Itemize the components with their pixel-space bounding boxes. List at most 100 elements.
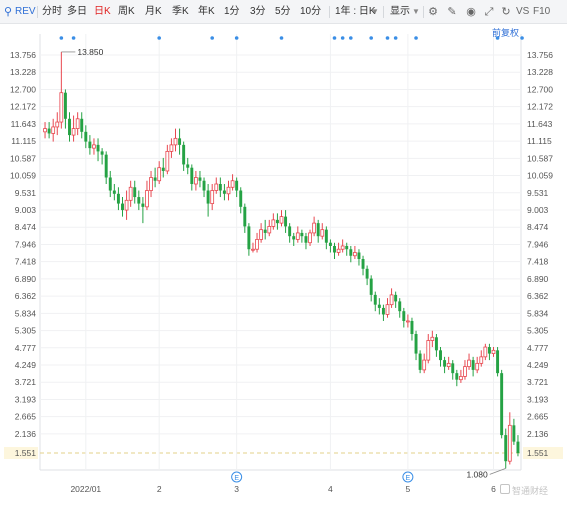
candle-body	[271, 219, 276, 227]
y-tick-label-left: 2.665	[15, 412, 37, 422]
candlestick-chart[interactable]: 13.756 13.756 13.228 13.228 12.700 12.700 12.1…	[0, 24, 567, 500]
candle-body	[328, 242, 332, 246]
candle-body	[194, 177, 198, 185]
candle-body	[275, 219, 279, 224]
fuquan-label[interactable]: 前复权	[492, 28, 520, 38]
x-tick-label: 6	[491, 484, 496, 494]
candle-body	[178, 138, 182, 145]
candle-body	[308, 232, 312, 244]
tab-quarterly-k[interactable]: 季K	[172, 6, 189, 17]
divider	[37, 6, 38, 18]
camera-icon[interactable]: ◉	[466, 6, 476, 18]
y-tick-label-left: 8.474	[15, 222, 37, 232]
candle-body	[459, 376, 463, 381]
x-tick-label: 3	[234, 484, 239, 494]
display-menu[interactable]: 显示	[390, 6, 410, 17]
divider	[383, 6, 384, 18]
max-price-label: 13.850	[77, 47, 103, 57]
y-tick-label-right: 4.777	[527, 343, 549, 353]
y-tick-label-left: 11.643	[11, 119, 37, 129]
candle-body	[255, 239, 259, 250]
candle-body	[137, 197, 141, 204]
event-dot-marker	[279, 36, 284, 40]
candle-body	[365, 268, 369, 279]
candle-body	[235, 180, 239, 191]
last-price-tag-right	[523, 447, 563, 460]
fullscreen-icon[interactable]: ⤢	[484, 6, 494, 18]
candle-body	[357, 252, 361, 260]
candle-body	[333, 245, 336, 253]
y-tick-label-left: 5.834	[15, 308, 37, 318]
candle-body	[443, 360, 447, 367]
candle-body	[108, 177, 112, 191]
y-tick-label-left: 9.531	[15, 188, 37, 198]
tab-1min[interactable]: 1分	[224, 6, 240, 17]
tab-daily-k[interactable]: 日K	[94, 6, 111, 17]
tab-weekly-k[interactable]: 周K	[118, 6, 135, 17]
candle-body	[47, 128, 51, 134]
candle-body	[128, 186, 133, 201]
y-tick-label-right: 3.193	[527, 394, 549, 404]
candle-body	[112, 190, 116, 194]
candle-body	[398, 301, 402, 312]
tab-duori[interactable]: 多日	[67, 6, 87, 17]
y-tick-label-left: 13.228	[10, 67, 36, 77]
candle-body	[300, 232, 304, 237]
tab-fenshi[interactable]: 分时	[42, 6, 62, 17]
candle-body	[100, 151, 104, 155]
y-tick-label-left: 4.249	[15, 360, 37, 370]
refresh-icon[interactable]: ↻	[501, 6, 511, 18]
tab-3min[interactable]: 3分	[250, 6, 266, 17]
vs-button[interactable]: VS	[516, 6, 530, 17]
tab-5min[interactable]: 5分	[275, 6, 291, 17]
y-tick-label-left: 2.136	[15, 429, 37, 439]
candle-body	[304, 236, 308, 243]
x-tick-label: 4	[328, 484, 333, 494]
candle-body	[68, 118, 71, 136]
x-tick-label: 2	[157, 484, 162, 494]
y-tick-label-right: 13.756	[527, 50, 553, 60]
candle-body	[500, 373, 504, 436]
settings-icon[interactable]: ⚙	[428, 6, 438, 18]
event-dot-marker	[349, 36, 353, 40]
symbol-label[interactable]: REV	[15, 6, 36, 17]
event-dot-marker	[414, 36, 418, 40]
search-icon[interactable]: ⚲	[3, 6, 13, 18]
earnings-marker-glyph: E	[234, 475, 239, 482]
candle-body	[71, 128, 76, 136]
candle-body	[430, 336, 435, 341]
range-select[interactable]: 1年 : 日K	[335, 6, 376, 17]
candle-body	[414, 334, 418, 354]
y-tick-label-right: 10.587	[527, 153, 553, 163]
candle-body	[507, 424, 512, 462]
chevron-down-icon[interactable]: ▼	[371, 7, 379, 16]
candle-body	[487, 347, 491, 354]
draw-tool-icon[interactable]: ✎	[447, 6, 457, 18]
f10-button[interactable]: F10	[533, 6, 551, 17]
candle-body	[173, 137, 178, 146]
divider	[329, 6, 330, 18]
y-tick-label-left: 3.721	[15, 377, 37, 387]
candle-body	[369, 278, 373, 295]
y-tick-label-right: 11.115	[527, 136, 552, 146]
candle-body	[59, 92, 64, 123]
tab-10min[interactable]: 10分	[300, 6, 322, 17]
chart-svg[interactable]: 13.756 13.756 13.228 13.228 12.700 12.700 12.1…	[0, 24, 567, 500]
last-price-tag-left	[4, 447, 38, 460]
candle-body	[214, 183, 219, 191]
candle-body	[116, 193, 120, 204]
y-tick-label-right: 8.474	[527, 222, 549, 232]
candle-body	[104, 154, 108, 178]
event-dot-marker	[234, 36, 239, 40]
tab-yearly-k[interactable]: 年K	[198, 6, 215, 17]
chevron-down-icon[interactable]: ▼	[412, 7, 420, 16]
candle-body	[389, 294, 394, 306]
candle-body	[353, 252, 357, 257]
earnings-marker-icon	[231, 471, 243, 483]
candle-body	[483, 346, 488, 358]
candle-body	[381, 307, 385, 315]
candle-body	[463, 366, 467, 377]
event-dot-marker	[520, 36, 524, 40]
tab-monthly-k[interactable]: 月K	[145, 6, 162, 17]
candle-body	[439, 350, 442, 361]
